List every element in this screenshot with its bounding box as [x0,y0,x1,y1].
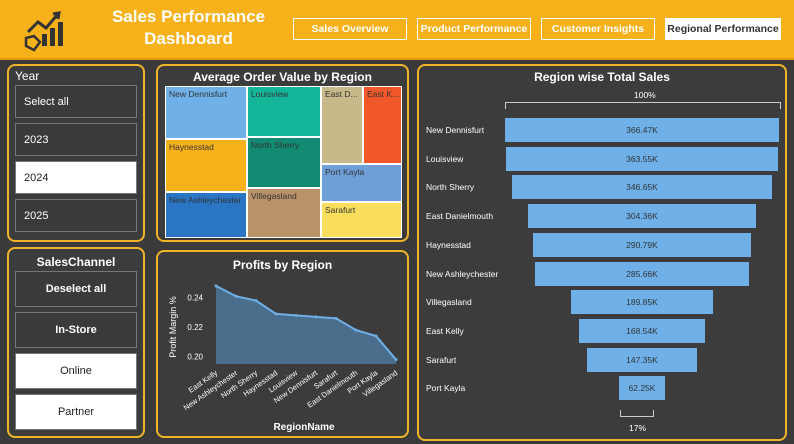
x-axis-label: RegionName [273,422,335,433]
treemap-cell[interactable]: New Ashleychester [165,192,247,238]
year-option-2023[interactable]: 2023 [15,123,137,156]
channel-option-in-store[interactable]: In-Store [15,312,137,348]
funnel-category-label: Louisview [426,153,464,164]
profit-point[interactable] [254,299,258,303]
funnel-chart: New Dennisfurt 366.47K Louisview 363.55K Nor… [419,118,785,408]
profit-line [215,285,397,361]
profit-area [216,285,396,364]
funnel-top-percent: 100% [634,90,656,100]
nav-regional-performance[interactable]: Regional Performance [665,18,781,40]
funnel-category-label: Villegasland [426,297,472,308]
treemap-cell[interactable]: North Sherry [247,137,321,188]
year-slicer: Year Select all 2023 2024 2025 [7,64,145,242]
profit-point[interactable] [394,358,398,362]
funnel-bar[interactable]: 290.79K [533,232,751,257]
page-title: Sales Performance Dashboard [111,7,266,48]
saleschannel-slicer: SalesChannel Deselect all In-Store Onlin… [7,247,145,438]
funnel-bar[interactable]: 366.47K [505,118,779,142]
funnel-bar[interactable]: 363.55K [506,146,778,171]
funnel-bar[interactable]: 168.54K [578,318,705,343]
treemap-cell[interactable]: Louisview [247,86,321,137]
profit-point[interactable] [234,294,238,298]
nav-sales-overview[interactable]: Sales Overview [293,18,407,40]
profits-panel: Profits by Region 0.24 0.22 0.20 East Kelly… [156,250,409,438]
treemap-cell[interactable]: East K... [363,86,402,164]
nav-customer-insights[interactable]: Customer Insights [541,18,655,40]
funnel-bar[interactable]: 189.85K [571,290,713,315]
profit-point[interactable] [334,316,338,320]
chart-hand-icon [24,11,63,52]
funnel-bar[interactable]: 62.25K [618,376,666,401]
profit-point[interactable] [274,312,278,316]
funnel-bar[interactable]: 147.35K [586,347,698,372]
funnel-title: Region wise Total Sales [534,70,670,84]
treemap-cell[interactable]: East D... [321,86,363,164]
year-option-2024[interactable]: 2024 [15,161,137,194]
profits-title: Profits by Region [232,258,333,272]
funnel-top-bracket [505,102,781,109]
funnel-bottom-bracket [620,410,654,417]
treemap-cell[interactable]: New Dennisfurt [165,86,247,139]
treemap-chart: New Dennisfurt Haynesstad New Ashleycheste… [165,86,402,238]
funnel-category-label: East Danielmouth [426,211,494,222]
channel-option-deselect-all[interactable]: Deselect all [15,271,137,307]
funnel-bar[interactable]: 285.66K [535,261,749,286]
year-slicer-title: Year [15,69,40,83]
y-axis-label: Profit Margin % [168,296,178,358]
funnel-panel: Region wise Total Sales 100% New Dennisf… [417,64,787,441]
channel-option-partner[interactable]: Partner [15,394,137,430]
saleschannel-slicer-title: SalesChannel [36,255,116,269]
treemap-title: Average Order Value by Region [193,70,372,84]
profit-point[interactable] [354,328,358,332]
funnel-category-label: Haynesstad [426,239,471,250]
treemap-cell[interactable]: Sarafurt [321,202,402,238]
funnel-category-label: Port Kayla [426,383,466,394]
profit-point[interactable] [374,334,378,338]
funnel-bar[interactable]: 304.36K [528,204,756,229]
year-option-select-all[interactable]: Select all [15,85,137,118]
funnel-bottom-percent: 17% [629,423,647,433]
treemap-cell[interactable]: Villegasland [247,188,321,238]
profit-point[interactable] [214,284,218,288]
profit-point[interactable] [294,313,298,317]
funnel-category-label: East Kelly [426,325,464,336]
header-bar: Sales Performance Dashboard Sales Overvi… [0,0,794,60]
treemap-cell[interactable]: Haynesstad [165,139,247,192]
funnel-category-label: New Ashleychester [426,268,499,279]
treemap-cell[interactable]: Port Kayla [321,164,402,202]
y-tick-label: 0.22 [187,323,203,332]
profit-point[interactable] [314,315,318,319]
y-tick-label: 0.24 [187,294,203,303]
channel-option-online[interactable]: Online [15,353,137,389]
funnel-category-label: Sarafurt [426,354,457,365]
nav-product-performance[interactable]: Product Performance [417,18,531,40]
y-tick-label: 0.20 [187,353,203,362]
funnel-bar[interactable]: 346.65K [512,175,772,200]
funnel-category-label: New Dennisfurt [426,125,485,135]
treemap-panel: Average Order Value by Region New Dennis… [156,64,409,242]
year-option-2025[interactable]: 2025 [15,199,137,232]
funnel-category-label: North Sherry [426,182,475,193]
